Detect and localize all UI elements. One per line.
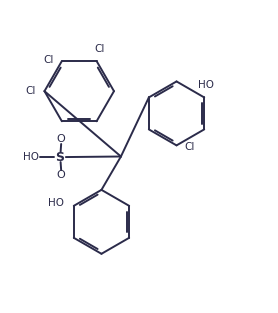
Text: Cl: Cl — [25, 86, 36, 96]
Text: Cl: Cl — [43, 55, 53, 65]
Text: HO: HO — [48, 198, 64, 208]
Text: Cl: Cl — [184, 142, 195, 152]
Text: O: O — [57, 134, 66, 144]
Text: HO: HO — [23, 152, 39, 162]
Text: Cl: Cl — [94, 44, 105, 54]
Text: S: S — [55, 151, 64, 164]
Text: O: O — [57, 170, 66, 180]
Text: HO: HO — [198, 80, 214, 90]
